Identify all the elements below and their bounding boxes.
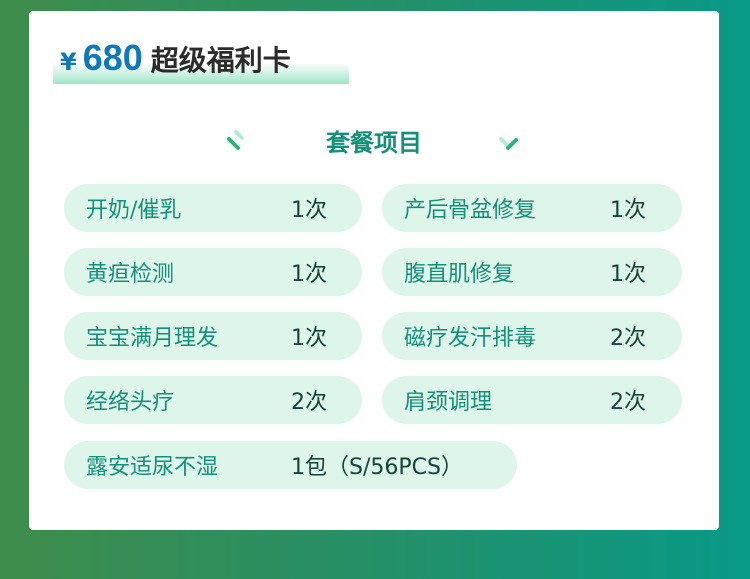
currency-symbol: ¥ xyxy=(60,48,77,76)
package-item: 产后骨盆修复 1次 xyxy=(382,184,682,232)
slash-decoration-icon xyxy=(499,137,518,150)
package-item: 肩颈调理 2次 xyxy=(382,376,682,424)
card-title: ¥ 680 超级福利卡 xyxy=(60,37,291,79)
item-label: 产后骨盆修复 xyxy=(404,198,537,223)
item-count: 1次 xyxy=(610,198,646,223)
item-label: 宝宝满月理发 xyxy=(86,326,219,351)
item-count: 2次 xyxy=(610,326,646,351)
title-highlight xyxy=(53,45,349,84)
item-label: 黄疸检测 xyxy=(86,262,175,287)
item-count: 2次 xyxy=(291,390,327,415)
package-item: 腹直肌修复 1次 xyxy=(382,248,682,296)
item-count: 1包（S/56PCS） xyxy=(291,455,463,480)
package-item: 宝宝满月理发 1次 xyxy=(64,312,362,360)
item-label: 磁疗发汗排毒 xyxy=(404,326,537,351)
package-item: 露安适尿不湿 1包（S/56PCS） xyxy=(64,441,517,489)
price: 680 xyxy=(82,37,143,78)
item-label: 露安适尿不湿 xyxy=(86,455,219,480)
item-count: 2次 xyxy=(610,390,646,415)
item-label: 肩颈调理 xyxy=(404,390,493,415)
welfare-card: ¥ 680 超级福利卡 套餐项目 开奶/催乳 1次 产后骨盆修复 1次 黄疸检测 1次 腹直… xyxy=(29,11,719,530)
item-label: 开奶/催乳 xyxy=(86,198,182,223)
section-title: 套餐项目 xyxy=(326,129,422,157)
item-label: 经络头疗 xyxy=(86,390,175,415)
package-item: 开奶/催乳 1次 xyxy=(64,184,362,232)
item-count: 1次 xyxy=(291,262,327,287)
item-count: 1次 xyxy=(610,262,646,287)
item-count: 1次 xyxy=(291,326,327,351)
slash-decoration-icon xyxy=(227,130,244,150)
item-count: 1次 xyxy=(291,198,327,223)
item-label: 腹直肌修复 xyxy=(404,262,515,287)
package-item: 黄疸检测 1次 xyxy=(64,248,362,296)
package-item: 经络头疗 2次 xyxy=(64,376,362,424)
card-name: 超级福利卡 xyxy=(150,44,291,77)
package-item: 磁疗发汗排毒 2次 xyxy=(382,312,682,360)
